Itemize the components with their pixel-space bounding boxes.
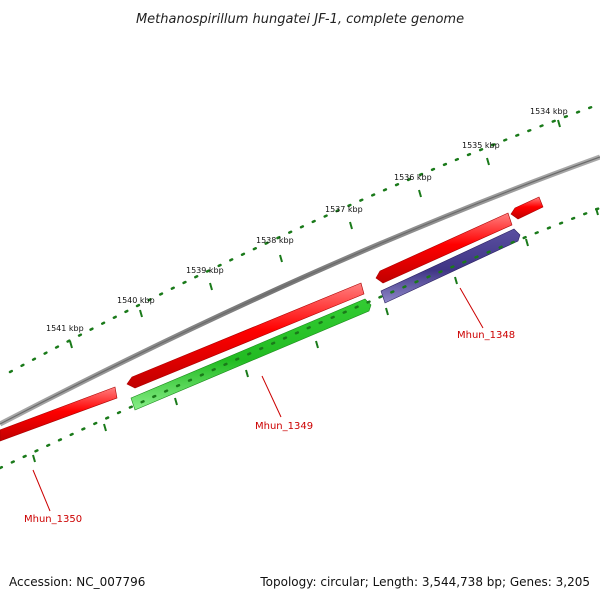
ruler-tick-1540: [139, 309, 143, 318]
outer-ruler-labels: 1541 kbp 1540 kbp 1539 kbp 1538 kbp 1537…: [46, 107, 568, 333]
gene-forward-arrow-4[interactable]: [510, 196, 544, 220]
reverse-strand-genes: [130, 228, 521, 411]
inner-tick-7: [454, 276, 458, 285]
leader-mhun-1348: [459, 287, 484, 329]
ruler-label-1538: 1538 kbp: [256, 236, 294, 245]
ruler-label-1539: 1539 kbp: [186, 266, 224, 275]
gene-label-leaders: [32, 287, 484, 512]
ruler-label-1540: 1540 kbp: [117, 296, 155, 305]
ruler-tick-1538: [279, 254, 283, 263]
inner-tick-5: [315, 340, 319, 349]
gene-mhun-1350-arrow[interactable]: [0, 386, 118, 442]
ruler-tick-1535: [486, 157, 490, 166]
inner-tick-2: [103, 423, 107, 432]
inner-tick-6: [385, 307, 389, 316]
inner-ruler-track: [0, 206, 600, 470]
ruler-tick-1541: [69, 340, 73, 349]
accession-text: Accession: NC_007796: [9, 575, 145, 589]
inner-ruler-major-ticks: [32, 207, 599, 463]
genome-backbone: [0, 154, 600, 427]
ruler-label-1541: 1541 kbp: [46, 324, 84, 333]
leader-mhun-1350: [32, 469, 51, 512]
inner-tick-4: [245, 369, 249, 378]
ruler-label-1535: 1535 kbp: [462, 141, 500, 150]
gene-forward-arrow-2[interactable]: [126, 282, 365, 389]
ruler-tick-1536: [418, 189, 422, 198]
ruler-label-1534: 1534 kbp: [530, 107, 568, 116]
inner-tick-9: [595, 207, 599, 216]
gene-label-mhun-1348[interactable]: Mhun_1348: [457, 330, 515, 341]
outer-ruler-major-ticks: [69, 119, 561, 349]
gene-label-mhun-1349[interactable]: Mhun_1349: [255, 421, 313, 432]
ruler-tick-1537: [349, 221, 353, 230]
ruler-tick-1539: [209, 282, 213, 291]
gene-mhun-1349-arrow[interactable]: [130, 298, 372, 411]
gene-label-mhun-1350[interactable]: Mhun_1350: [24, 514, 82, 525]
gene-labels: Mhun_1350 Mhun_1349 Mhun_1348: [24, 330, 515, 525]
leader-mhun-1349: [261, 375, 282, 418]
topology-text: Topology: circular; Length: 3,544,738 bp…: [259, 575, 590, 589]
ruler-tick-1534: [557, 119, 561, 128]
inner-tick-1: [32, 454, 36, 463]
inner-tick-8: [525, 238, 529, 247]
outer-ruler-track: [8, 102, 600, 374]
map-title: Methanospirillum hungatei JF-1, complete…: [136, 12, 464, 27]
ruler-label-1537: 1537 kbp: [325, 205, 363, 214]
inner-tick-3: [174, 397, 178, 406]
gene-forward-arrow-3[interactable]: [375, 212, 513, 284]
forward-strand-genes: [0, 196, 544, 442]
gene-mhun-1348-arrow[interactable]: [380, 228, 521, 304]
ruler-label-1536: 1536 kbp: [394, 173, 432, 182]
